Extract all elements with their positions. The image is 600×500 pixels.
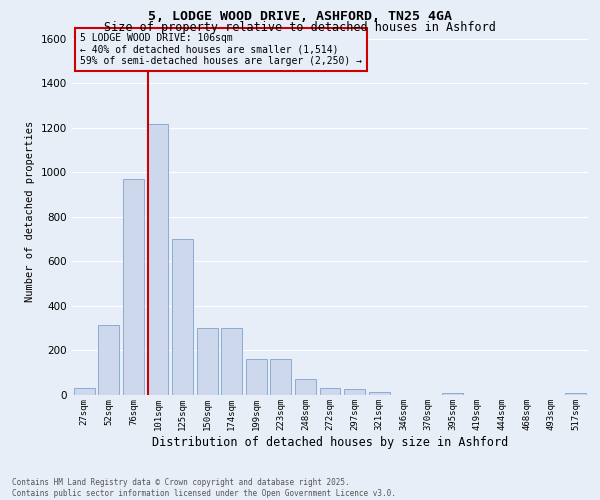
Text: 5, LODGE WOOD DRIVE, ASHFORD, TN25 4GA: 5, LODGE WOOD DRIVE, ASHFORD, TN25 4GA [148, 10, 452, 23]
Bar [368, 392, 389, 395]
X-axis label: Distribution of detached houses by size in Ashford: Distribution of detached houses by size … [152, 436, 508, 448]
Bar [197, 328, 218, 395]
Bar [246, 360, 267, 395]
Bar [442, 393, 463, 395]
Bar [221, 328, 242, 395]
Text: Contains HM Land Registry data © Crown copyright and database right 2025.
Contai: Contains HM Land Registry data © Crown c… [12, 478, 396, 498]
Bar [98, 325, 119, 395]
Bar [74, 388, 95, 395]
Bar [320, 388, 340, 395]
Bar [295, 380, 316, 395]
Bar [565, 393, 586, 395]
Bar [344, 390, 365, 395]
Text: 5 LODGE WOOD DRIVE: 106sqm
← 40% of detached houses are smaller (1,514)
59% of s: 5 LODGE WOOD DRIVE: 106sqm ← 40% of deta… [80, 33, 362, 66]
Bar [123, 179, 144, 395]
Y-axis label: Number of detached properties: Number of detached properties [25, 120, 35, 302]
Bar [172, 239, 193, 395]
Bar [148, 124, 169, 395]
Bar [271, 360, 292, 395]
Text: Size of property relative to detached houses in Ashford: Size of property relative to detached ho… [104, 21, 496, 34]
